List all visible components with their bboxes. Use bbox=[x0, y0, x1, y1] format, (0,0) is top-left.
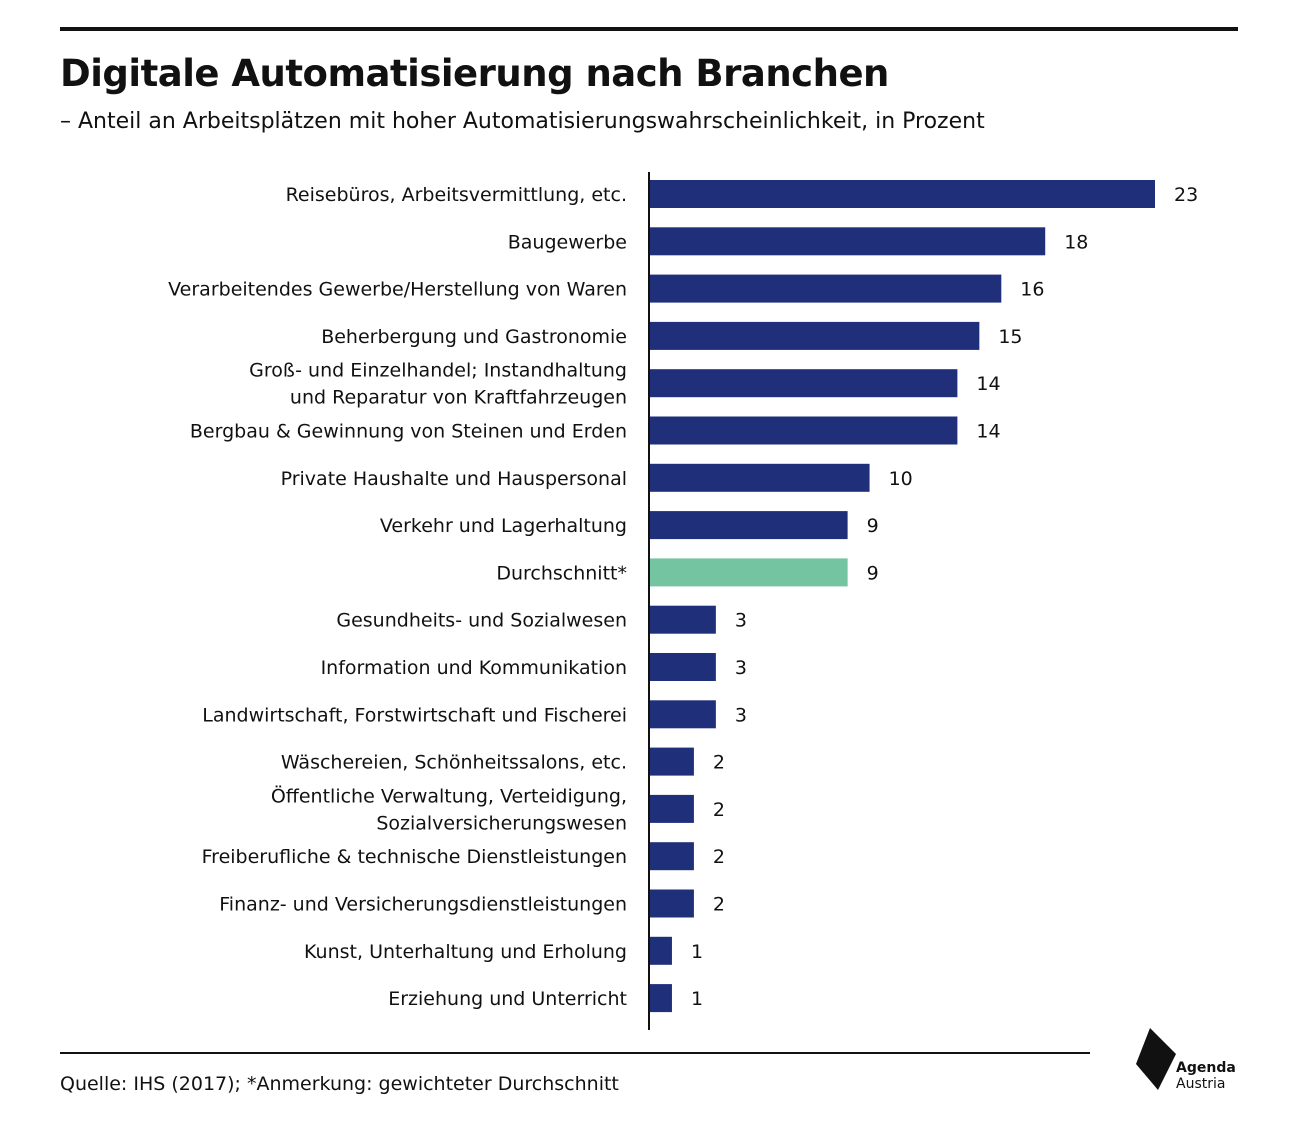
data-label: 1 bbox=[691, 941, 703, 963]
bar bbox=[650, 558, 848, 587]
category-label-line: Verarbeitendes Gewerbe/Herstellung von W… bbox=[168, 279, 627, 301]
bar bbox=[650, 794, 694, 823]
bar bbox=[650, 889, 694, 918]
data-label: 3 bbox=[735, 610, 747, 632]
category-label: Bergbau & Gewinnung von Steinen und Erde… bbox=[190, 421, 627, 443]
category-label-line: Durchschnitt* bbox=[496, 562, 627, 584]
category-label-line: Baugewerbe bbox=[508, 231, 627, 253]
bar bbox=[650, 936, 672, 965]
category-label-line: Freiberufliche & technische Dienstleistu… bbox=[202, 846, 627, 868]
category-label-line: Gesundheits- und Sozialwesen bbox=[336, 610, 627, 632]
data-label: 9 bbox=[867, 562, 879, 584]
bar bbox=[650, 180, 1155, 208]
category-label: Information und Kommunikation bbox=[321, 657, 627, 679]
bar bbox=[650, 842, 694, 871]
category-label-line: Verkehr und Lagerhaltung bbox=[380, 515, 627, 537]
data-label: 3 bbox=[735, 657, 747, 679]
bar bbox=[650, 511, 848, 540]
category-label: Verkehr und Lagerhaltung bbox=[380, 515, 627, 537]
data-label: 3 bbox=[735, 704, 747, 726]
bar bbox=[650, 227, 1046, 256]
category-label: Öffentliche Verwaltung, Verteidigung, Soz… bbox=[271, 784, 627, 834]
logo-line1: Agenda bbox=[1176, 1060, 1236, 1076]
top-rule bbox=[60, 27, 1238, 31]
category-label: Private Haushalte und Hauspersonal bbox=[281, 468, 627, 490]
category-label: Freiberufliche & technische Dienstleistu… bbox=[202, 846, 627, 868]
bar bbox=[650, 463, 870, 492]
data-label: 14 bbox=[976, 373, 1000, 395]
category-label-line: Information und Kommunikation bbox=[321, 657, 627, 679]
category-label-line: Bergbau & Gewinnung von Steinen und Erde… bbox=[190, 421, 627, 443]
agenda-austria-logo bbox=[1136, 1028, 1176, 1090]
bar bbox=[650, 605, 716, 634]
data-label: 16 bbox=[1020, 279, 1044, 301]
bar bbox=[650, 321, 980, 350]
category-label-line: Beherbergung und Gastronomie bbox=[321, 326, 627, 348]
bar bbox=[650, 653, 716, 681]
category-label-line: Erziehung und Unterricht bbox=[388, 988, 627, 1010]
data-label: 15 bbox=[998, 326, 1022, 348]
bar bbox=[650, 369, 958, 398]
logo-line2: Austria bbox=[1176, 1076, 1226, 1092]
data-label: 23 bbox=[1174, 184, 1198, 206]
category-label-line: Sozialversicherungswesen bbox=[376, 812, 627, 834]
data-label: 1 bbox=[691, 988, 703, 1010]
logo-text: Agenda Austria bbox=[1176, 1060, 1236, 1092]
bar bbox=[650, 984, 672, 1013]
category-label: Groß- und Einzelhandel; Instandhaltung un… bbox=[249, 360, 627, 409]
category-label-line: Kunst, Unterhaltung und Erholung bbox=[304, 941, 627, 963]
chart-title: Digitale Automatisierung nach Branchen bbox=[60, 52, 889, 95]
data-label: 9 bbox=[867, 515, 879, 537]
data-label: 14 bbox=[976, 421, 1000, 443]
category-label-line: Landwirtschaft, Forstwirtschaft und Fisc… bbox=[202, 704, 627, 726]
category-label-line: Reisebüros, Arbeitsvermittlung, etc. bbox=[286, 184, 627, 206]
category-label-line: Wäschereien, Schönheitssalons, etc. bbox=[281, 752, 627, 774]
category-label: Wäschereien, Schönheitssalons, etc. bbox=[281, 752, 627, 774]
category-label-line: und Reparatur von Kraftfahrzeugen bbox=[290, 387, 627, 409]
category-label: Durchschnitt* bbox=[496, 562, 627, 584]
bar bbox=[650, 700, 716, 729]
category-label-line: Öffentliche Verwaltung, Verteidigung, bbox=[271, 784, 627, 807]
bar bbox=[650, 274, 1002, 303]
category-label: Reisebüros, Arbeitsvermittlung, etc. bbox=[286, 184, 627, 206]
category-label: Gesundheits- und Sozialwesen bbox=[336, 610, 627, 632]
category-label: Erziehung und Unterricht bbox=[388, 988, 627, 1010]
data-label: 10 bbox=[889, 468, 913, 490]
data-label: 18 bbox=[1064, 231, 1088, 253]
category-label-line: Private Haushalte und Hauspersonal bbox=[281, 468, 627, 490]
category-label-line: Groß- und Einzelhandel; Instandhaltung bbox=[249, 360, 627, 382]
category-label: Beherbergung und Gastronomie bbox=[321, 326, 627, 348]
category-label: Baugewerbe bbox=[508, 231, 627, 253]
bar bbox=[650, 416, 958, 445]
source-note: Quelle: IHS (2017); *Anmerkung: gewichte… bbox=[60, 1073, 619, 1095]
category-label-line: Finanz- und Versicherungsdienstleistunge… bbox=[219, 894, 627, 916]
data-label: 2 bbox=[713, 752, 725, 774]
category-label: Finanz- und Versicherungsdienstleistunge… bbox=[219, 894, 627, 916]
chart-subtitle: – Anteil an Arbeitsplätzen mit hoher Aut… bbox=[60, 109, 985, 134]
logo-mark-icon bbox=[1136, 1028, 1176, 1090]
data-label: 2 bbox=[713, 799, 725, 821]
category-label: Verarbeitendes Gewerbe/Herstellung von W… bbox=[168, 279, 627, 301]
category-label: Landwirtschaft, Forstwirtschaft und Fisc… bbox=[202, 704, 627, 726]
bar bbox=[650, 747, 694, 776]
category-label: Kunst, Unterhaltung und Erholung bbox=[304, 941, 627, 963]
data-label: 2 bbox=[713, 894, 725, 916]
bottom-rule bbox=[60, 1052, 1090, 1054]
data-label: 2 bbox=[713, 846, 725, 868]
